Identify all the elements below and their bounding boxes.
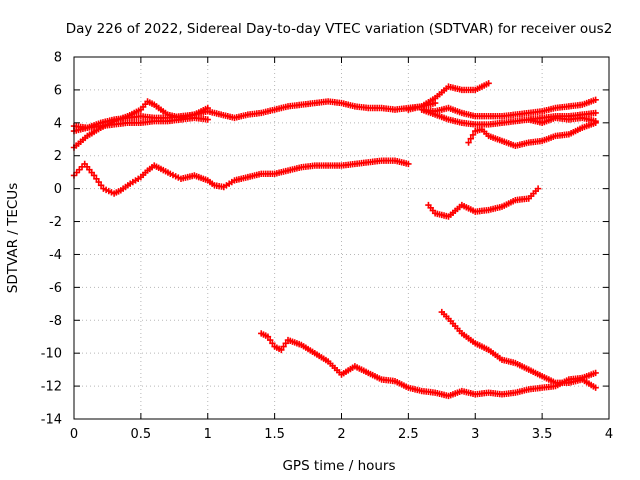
series-sat-a	[70, 157, 412, 197]
x-tick-label: 0.5	[131, 427, 152, 442]
data-point	[278, 346, 285, 354]
series-sat-h	[465, 119, 599, 150]
x-tick-label: 3.5	[532, 427, 553, 442]
data-point	[280, 343, 287, 350]
x-axis-label: GPS time / hours	[282, 458, 395, 474]
data-point	[465, 139, 472, 146]
data-point	[95, 178, 102, 186]
data-point	[592, 109, 599, 117]
series-sat-e	[405, 80, 492, 113]
x-tick-label: 2	[337, 427, 345, 442]
data-point	[592, 117, 599, 125]
axis-ticks: 0 0.5 1 1.5 2 2.5 3 3.5 4 -14 -12 -10 -8 -6 -4 -2 0 2 4 6 8	[41, 51, 613, 443]
series-sat-d	[70, 114, 211, 131]
y-tick-label: 4	[54, 116, 62, 131]
data-point	[405, 160, 412, 168]
y-tick-label: -4	[49, 248, 62, 263]
series-sat-l	[438, 308, 599, 391]
data-point	[204, 104, 211, 112]
chart-title: Day 226 of 2022, Sidereal Day-to-day VTE…	[66, 21, 613, 37]
y-tick-label: -10	[41, 347, 62, 362]
y-tick-label: -12	[41, 380, 62, 395]
data-point	[467, 135, 474, 142]
x-tick-label: 0	[70, 427, 78, 442]
y-tick-label: -14	[41, 413, 62, 428]
data-points	[70, 80, 599, 400]
series-sat-k	[258, 330, 599, 400]
data-point	[592, 384, 599, 391]
y-tick-label: -8	[49, 314, 62, 329]
data-point	[204, 116, 211, 123]
series-sat-i	[525, 114, 599, 127]
x-tick-label: 4	[605, 427, 613, 442]
y-tick-label: -6	[49, 281, 62, 296]
x-tick-label: 2.5	[398, 427, 419, 442]
x-tick-label: 1.5	[264, 427, 285, 442]
x-tick-label: 3	[471, 427, 479, 442]
data-point	[266, 336, 274, 344]
data-point	[592, 96, 599, 103]
y-tick-label: 2	[54, 149, 62, 164]
data-point	[592, 369, 599, 377]
x-tick-label: 1	[204, 427, 212, 442]
series-sat-j	[425, 185, 542, 220]
y-tick-label: 0	[54, 182, 62, 197]
y-tick-label: 6	[54, 83, 62, 98]
data-point	[469, 131, 477, 139]
data-point	[269, 340, 276, 347]
y-tick-label: 8	[54, 51, 62, 66]
data-point	[534, 185, 542, 192]
data-point	[93, 175, 100, 182]
data-point	[97, 182, 105, 189]
data-point	[485, 80, 492, 87]
data-point	[264, 333, 272, 340]
data-point	[282, 340, 289, 347]
data-point	[90, 172, 98, 179]
y-tick-label: -2	[49, 215, 62, 230]
y-axis-label: SDTVAR / TECUs	[5, 183, 21, 293]
